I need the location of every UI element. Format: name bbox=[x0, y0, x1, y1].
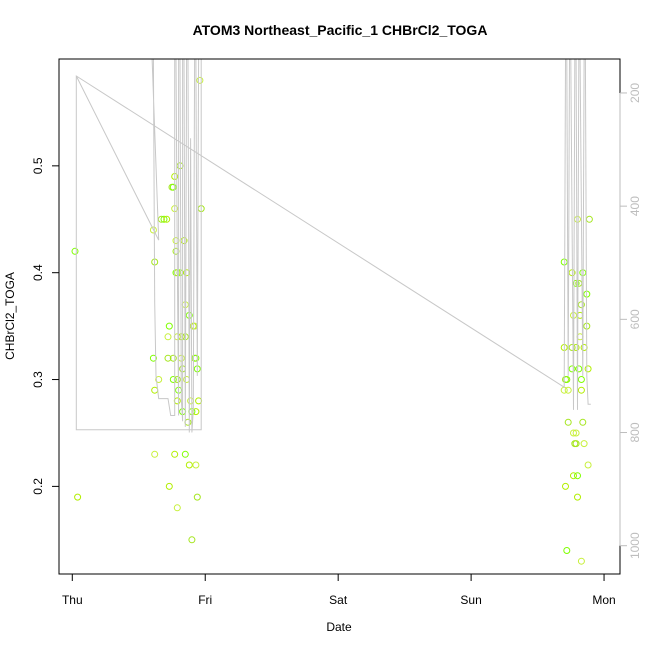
data-point bbox=[155, 376, 163, 383]
x-axis-label: Date bbox=[326, 620, 352, 634]
data-point bbox=[577, 557, 585, 565]
data-point bbox=[574, 472, 581, 480]
y-right-tick-label: 800 bbox=[628, 422, 642, 442]
data-point bbox=[192, 354, 200, 362]
y-tick-label: 0.4 bbox=[31, 264, 45, 281]
data-point bbox=[184, 418, 192, 426]
chart-title: ATOM3 Northeast_Pacific_1 CHBrCl2_TOGA bbox=[193, 22, 488, 38]
series-points bbox=[71, 76, 593, 565]
data-point bbox=[74, 493, 82, 501]
data-point bbox=[187, 397, 195, 405]
x-tick-label: Fri bbox=[198, 593, 212, 607]
y-tick-label: 0.2 bbox=[31, 478, 45, 495]
data-point bbox=[584, 461, 592, 469]
data-point bbox=[181, 450, 189, 458]
x-tick-label: Sun bbox=[460, 593, 481, 607]
data-point bbox=[568, 344, 576, 351]
x-tick-label: Sat bbox=[329, 593, 348, 607]
data-point bbox=[579, 418, 587, 426]
data-point bbox=[193, 493, 201, 501]
data-point bbox=[585, 215, 593, 223]
data-point bbox=[584, 365, 592, 373]
data-point bbox=[173, 504, 181, 512]
data-point bbox=[151, 386, 159, 394]
data-point bbox=[160, 215, 168, 223]
data-point bbox=[563, 547, 571, 554]
data-point bbox=[169, 376, 177, 383]
data-point bbox=[196, 76, 204, 84]
data-point bbox=[574, 215, 581, 223]
data-point bbox=[568, 365, 576, 373]
data-point bbox=[570, 472, 577, 480]
data-point bbox=[164, 333, 172, 341]
data-point bbox=[169, 354, 177, 362]
data-point bbox=[574, 493, 581, 501]
y-axis-label: CHBrCl2_TOGA bbox=[3, 272, 17, 360]
data-point bbox=[577, 376, 585, 383]
y-right-tick-label: 200 bbox=[628, 83, 642, 103]
y-right-tick-label: 600 bbox=[628, 309, 642, 329]
data-point bbox=[71, 247, 79, 255]
y-right-tick-label: 400 bbox=[628, 196, 642, 216]
data-point bbox=[169, 183, 177, 191]
data-point bbox=[577, 301, 585, 309]
data-point bbox=[185, 461, 193, 469]
plot-frame bbox=[58, 58, 621, 575]
data-point bbox=[580, 440, 588, 448]
y-axis: 0.2 0.3 0.4 0.5 bbox=[31, 157, 60, 495]
data-point bbox=[572, 429, 580, 437]
data-point bbox=[564, 418, 572, 426]
data-point bbox=[149, 354, 157, 362]
data-point bbox=[564, 386, 572, 394]
data-point bbox=[572, 440, 580, 448]
data-point bbox=[163, 215, 171, 223]
y-right-tick-label: 1000 bbox=[628, 532, 642, 559]
data-point bbox=[572, 279, 580, 287]
data-point bbox=[188, 536, 196, 544]
data-point bbox=[575, 365, 583, 373]
x-axis: Thu Fri Sat Sun Mon bbox=[62, 573, 616, 607]
y-tick-label: 0.3 bbox=[31, 371, 45, 388]
data-point bbox=[165, 482, 173, 490]
data-point bbox=[192, 461, 200, 469]
x-tick-label: Mon bbox=[592, 593, 615, 607]
y-axis-right: 200 400 600 800 1000 bbox=[619, 83, 642, 559]
x-tick-label: Thu bbox=[62, 593, 83, 607]
data-point bbox=[562, 482, 569, 490]
series-line bbox=[75, 58, 591, 433]
data-point bbox=[577, 386, 585, 394]
data-point bbox=[164, 354, 172, 362]
data-point bbox=[165, 322, 173, 330]
data-point bbox=[171, 450, 179, 458]
data-point bbox=[149, 226, 157, 234]
data-point bbox=[570, 429, 577, 437]
secondary-line-layer bbox=[75, 58, 591, 433]
data-point bbox=[151, 450, 159, 458]
y-tick-label: 0.5 bbox=[31, 157, 45, 174]
